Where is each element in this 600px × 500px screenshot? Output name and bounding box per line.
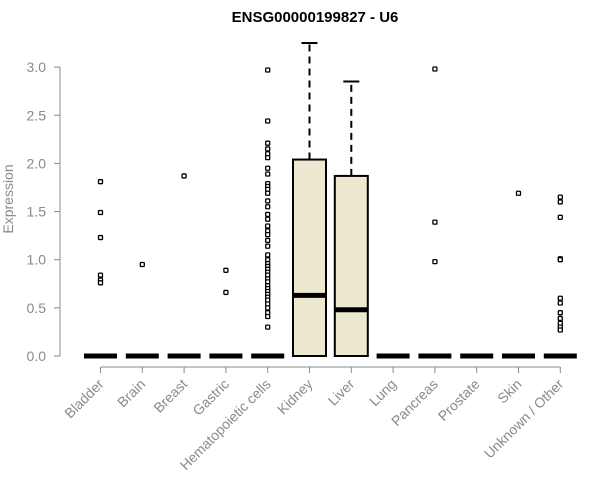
box-unknown-other [543, 194, 577, 359]
outlier-point [265, 140, 271, 146]
x-tick-label: Bladder [61, 376, 107, 422]
outlier-point [265, 204, 271, 210]
outlier-point [515, 190, 522, 196]
outlier-point [265, 198, 271, 204]
chart-title: ENSG00000199827 - U6 [232, 9, 399, 26]
outlier-point [97, 234, 104, 241]
x-tick-label: Kidney [274, 376, 316, 418]
outlier-point [265, 313, 271, 320]
outlier-point [139, 261, 145, 268]
y-tick-label: 2.0 [27, 155, 47, 171]
outlier-point [97, 209, 104, 216]
outlier-point [432, 219, 438, 225]
outlier-point [432, 66, 438, 72]
outlier-point [557, 295, 563, 301]
x-tick-label: Lung [366, 376, 399, 409]
outlier-point [265, 237, 271, 244]
y-tick-label: 0.5 [27, 300, 47, 316]
y-tick-label: 0.0 [27, 348, 47, 364]
outlier-point [265, 190, 271, 196]
outlier-point [557, 310, 563, 316]
outlier-point [97, 179, 104, 185]
outlier-point [265, 232, 271, 238]
box-brain [125, 261, 159, 359]
outlier-point [557, 315, 563, 322]
box-skin [502, 190, 535, 359]
x-tick-label: Unknown / Other [481, 376, 567, 462]
box-gastric [209, 267, 243, 359]
outlier-point [265, 324, 271, 330]
outlier-point [181, 173, 187, 179]
x-tick-label: Liver [325, 376, 358, 409]
outlier-point [265, 252, 271, 258]
outlier-point [265, 154, 271, 161]
x-tick-label: Brain [114, 376, 148, 410]
outlier-point [97, 280, 104, 286]
outlier-point [223, 267, 229, 273]
outlier-point [265, 216, 271, 222]
y-tick-label: 2.5 [27, 107, 47, 123]
box-body [333, 174, 369, 357]
box-body [292, 158, 327, 357]
outlier-point [265, 165, 271, 171]
x-tick-label: Breast [150, 376, 190, 416]
outlier-point [265, 118, 271, 124]
box-liver [333, 80, 369, 357]
box-breast [167, 173, 201, 359]
outlier-point [265, 243, 271, 249]
outlier-point [557, 300, 563, 306]
outlier-point [265, 223, 271, 229]
outlier-point [265, 67, 271, 73]
outlier-point [223, 289, 229, 296]
y-axis-label: Expression [0, 164, 16, 233]
y-tick-label: 1.0 [27, 252, 47, 268]
y-tick-label: 1.5 [27, 204, 47, 220]
box-kidney [292, 42, 327, 357]
outlier-point [265, 171, 271, 177]
box-pancreas [418, 66, 452, 359]
outlier-point [557, 214, 563, 220]
outlier-point [557, 194, 563, 200]
outlier-point [432, 258, 438, 265]
outlier-point [557, 257, 563, 263]
y-tick-label: 3.0 [27, 59, 47, 75]
y-axis: 0.0 0.5 1.0 1.5 2.0 2.5 3.0 [27, 59, 61, 364]
box-hematopoietic-cells [251, 67, 285, 359]
outlier-point [97, 272, 104, 278]
x-tick-label: Prostate [435, 376, 483, 424]
outlier-point [557, 199, 563, 205]
boxes-group [84, 42, 577, 359]
outlier-point [557, 327, 563, 333]
outlier-point [265, 146, 271, 152]
outlier-point [265, 211, 271, 218]
x-tick-label: Skin [494, 376, 525, 407]
outlier-point [265, 305, 271, 311]
box-bladder [84, 179, 117, 359]
